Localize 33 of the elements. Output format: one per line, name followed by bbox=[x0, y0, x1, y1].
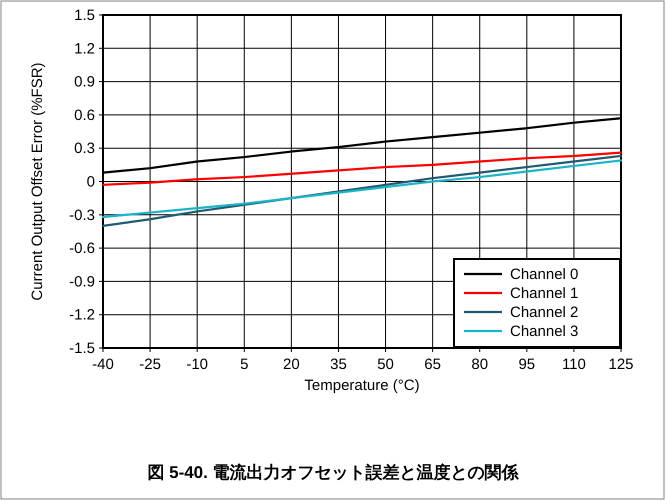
x-tick-label: 5 bbox=[240, 356, 248, 373]
y-tick-label: -0.3 bbox=[69, 206, 95, 224]
x-tick-label: 50 bbox=[377, 356, 394, 373]
y-tick-label: -0.6 bbox=[69, 240, 95, 258]
x-tick-label: 125 bbox=[608, 356, 634, 373]
x-tick-label: -40 bbox=[92, 356, 114, 373]
y-tick-label: -0.9 bbox=[69, 273, 95, 290]
x-tick-label: 110 bbox=[562, 356, 586, 373]
line-series bbox=[102, 152, 622, 186]
x-tick-label: 20 bbox=[283, 356, 300, 373]
y-axis-title: Current Output Offset Error (%FSR) bbox=[29, 62, 46, 301]
x-tick-label: 80 bbox=[471, 356, 488, 373]
legend-label: Channel 1 bbox=[510, 285, 578, 302]
legend-label: Channel 3 bbox=[510, 323, 578, 340]
line-series bbox=[102, 159, 622, 218]
x-tick-label: -10 bbox=[186, 356, 208, 373]
x-tick-label: 35 bbox=[330, 356, 347, 373]
caption: 図 5-40. 電流出力オフセット誤差と温度との関係 bbox=[147, 463, 520, 482]
y-tick-label: 1.5 bbox=[74, 7, 95, 24]
legend-label: Channel 2 bbox=[510, 304, 578, 321]
x-tick-label: 65 bbox=[424, 356, 441, 373]
legend-label: Channel 0 bbox=[510, 266, 578, 283]
y-tick-label: 1.2 bbox=[74, 40, 95, 58]
x-axis-title: Temperature (°C) bbox=[304, 377, 420, 394]
x-tick-label: -25 bbox=[139, 356, 161, 373]
y-tick-label: 0 bbox=[86, 174, 95, 190]
line-series bbox=[102, 154, 622, 227]
y-tick-label: -1.2 bbox=[69, 306, 95, 324]
y-tick-label: 0.6 bbox=[74, 106, 95, 124]
x-tick-label: 95 bbox=[518, 356, 536, 373]
y-tick-label: 0.9 bbox=[74, 74, 95, 91]
y-tick-label: 0.3 bbox=[74, 140, 95, 158]
y-tick-label: -1.5 bbox=[69, 340, 95, 357]
